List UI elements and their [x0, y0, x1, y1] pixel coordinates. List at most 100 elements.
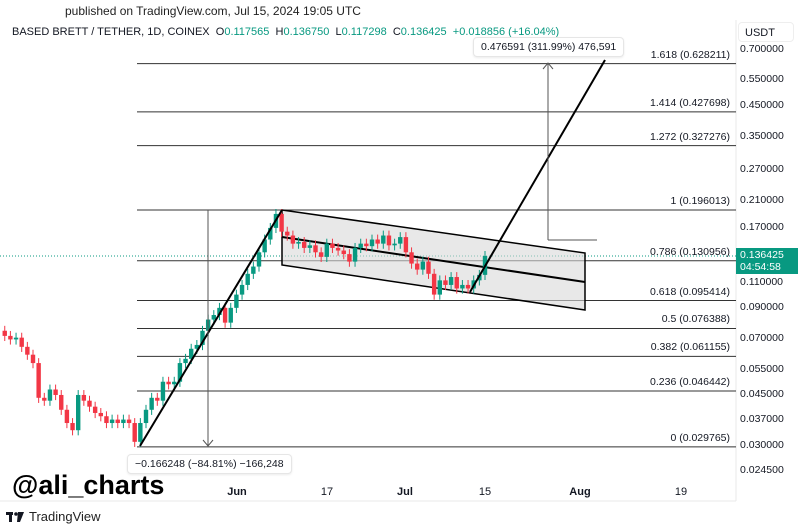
arrow-up-icon: [542, 62, 554, 70]
close-label: C: [392, 26, 401, 38]
candle-body: [296, 241, 301, 244]
price-tick: 0.055000: [740, 362, 784, 375]
candle-body: [352, 247, 358, 262]
candle-body: [194, 344, 200, 349]
price-tick: 0.700000: [740, 43, 784, 55]
arrow-down-icon: [202, 439, 214, 447]
open-value: 0.117565: [224, 26, 270, 38]
price-tick: 0.045000: [740, 387, 784, 400]
date-label-19: 19: [674, 486, 688, 498]
candle-body: [398, 237, 403, 244]
candle-body: [256, 252, 262, 267]
candle-body: [290, 235, 296, 244]
candle-body: [454, 277, 459, 289]
candle-body: [53, 389, 58, 395]
candle-body: [437, 280, 442, 295]
candle-body: [70, 423, 75, 431]
candle-body: [87, 400, 92, 407]
price-tick: 0.090000: [740, 300, 784, 313]
candle-body: [76, 394, 81, 431]
candle-body: [448, 277, 454, 285]
candle-body: [403, 237, 409, 253]
candle-body: [92, 406, 98, 413]
candle-body: [166, 381, 171, 385]
bar-countdown: 04:54:58: [740, 261, 781, 273]
price-tick: 0.024500: [740, 464, 784, 477]
price-tick: 0.110000: [740, 275, 784, 288]
price-tick: 0.170000: [740, 220, 784, 233]
candle-body: [81, 394, 87, 401]
candle-body: [307, 245, 313, 248]
tradingview-footer[interactable]: TradingView: [6, 509, 101, 524]
candle-body: [431, 273, 437, 295]
price-tick: 0.070000: [740, 332, 784, 345]
candle-body: [268, 227, 273, 240]
candle-body: [104, 416, 109, 424]
fib-level-label: 0.5 (0.076388): [661, 313, 730, 326]
candle-body: [341, 250, 346, 255]
candle-body: [149, 397, 154, 410]
date-label-15: 15: [478, 486, 492, 498]
measure-up-label: 0.476591 (311.99%) 476,591: [473, 37, 625, 57]
candle-body: [115, 419, 120, 424]
candle-body: [465, 284, 471, 289]
last-price: 0.136425: [740, 249, 784, 261]
currency-label[interactable]: USDT: [738, 22, 794, 42]
fib-level-label: 0.618 (0.095414): [650, 285, 730, 298]
candle-body: [392, 243, 397, 246]
measure-down-label: −0.166248 (−84.81%) −166,248: [127, 454, 292, 474]
candle-body: [381, 235, 386, 244]
candle-body: [426, 261, 431, 274]
high-value: 0.136750: [283, 26, 330, 38]
candle-body: [375, 239, 380, 244]
candle-body: [172, 381, 177, 385]
last-price-badge: 0.136425 04:54:58: [736, 248, 798, 274]
trend-leg-up[interactable]: [139, 209, 283, 447]
candle-body: [183, 358, 188, 364]
candle-body: [222, 307, 228, 323]
candle-body: [460, 284, 465, 289]
candle-body: [143, 409, 149, 424]
candle-body: [358, 243, 363, 248]
date-label-aug: Aug: [569, 486, 591, 498]
candle-body: [47, 389, 53, 401]
candle-body: [2, 330, 7, 336]
candle-body: [420, 261, 426, 270]
candle-body: [228, 307, 233, 323]
price-tick: 0.450000: [740, 98, 784, 111]
tradingview-logo-icon: [6, 511, 24, 522]
candle-body: [109, 419, 115, 424]
projection-leg[interactable]: [469, 59, 606, 293]
date-label-jul: Jul: [397, 486, 413, 498]
candle-body: [347, 254, 352, 262]
candle-body: [217, 307, 222, 316]
fib-level-label: 1.618 (0.628211): [650, 48, 730, 61]
candle-body: [132, 423, 137, 442]
candle-body: [245, 273, 250, 285]
candle-body: [121, 419, 126, 424]
candle-body: [59, 394, 64, 410]
date-label-jun: Jun: [227, 486, 247, 498]
price-tick: 0.210000: [740, 194, 784, 207]
high-label: H: [275, 26, 284, 38]
tradingview-brand: TradingView: [29, 509, 101, 524]
candle-body: [386, 235, 392, 246]
fib-level-label: 1 (0.196013): [670, 195, 730, 207]
fib-level-label: 0.236 (0.046442): [650, 376, 730, 388]
candle-body: [364, 243, 369, 247]
candle-body: [200, 330, 205, 345]
candle-body: [234, 294, 239, 308]
candle-body: [8, 335, 13, 340]
candle-body: [13, 337, 19, 340]
candle-body: [443, 280, 448, 285]
candle-body: [42, 397, 47, 401]
candle-body: [302, 241, 307, 248]
candle-body: [126, 419, 132, 424]
low-value: 0.117298: [341, 26, 387, 38]
candle-body: [330, 243, 335, 248]
author-watermark: @ali_charts: [12, 470, 165, 500]
symbol-title[interactable]: BASED BRETT / TETHER, 1D, COINEX: [12, 26, 210, 38]
candle-body: [138, 423, 143, 442]
ohlc-legend: BASED BRETT / TETHER, 1D, COINEX O0.1175…: [12, 26, 559, 38]
